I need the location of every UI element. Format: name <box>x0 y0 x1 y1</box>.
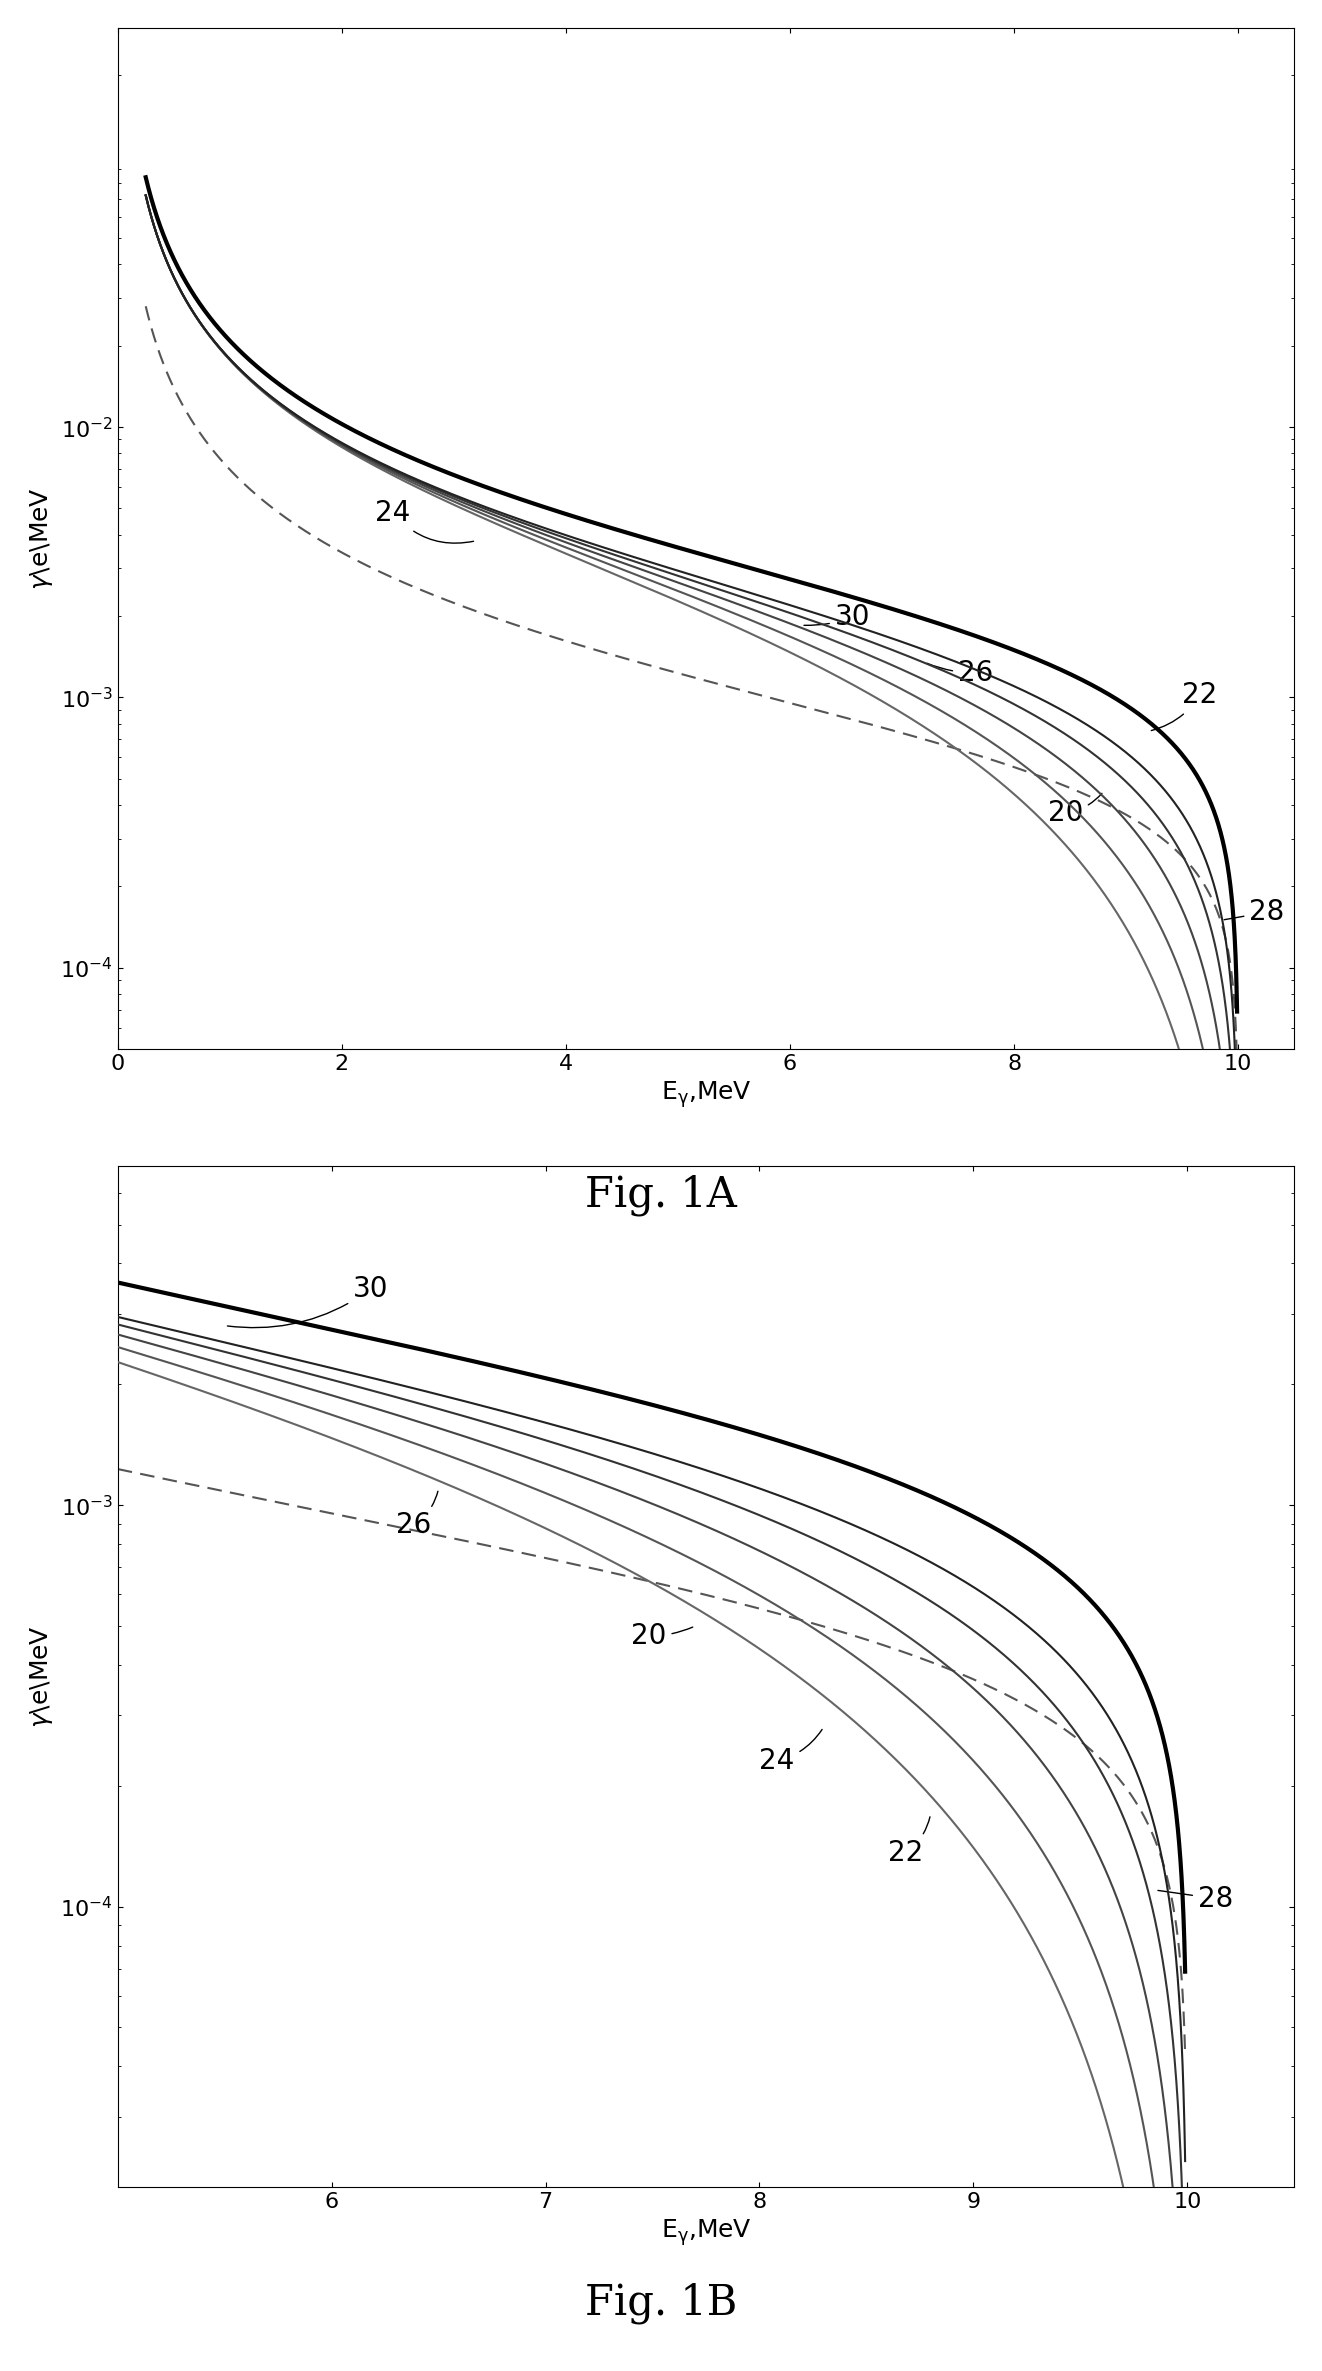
Text: 26: 26 <box>395 1491 438 1539</box>
Y-axis label: $\gamma$\e\MeV: $\gamma$\e\MeV <box>28 486 54 590</box>
Text: 22: 22 <box>888 1816 929 1866</box>
Text: 28: 28 <box>1224 899 1285 927</box>
Text: 26: 26 <box>927 659 993 688</box>
Text: 24: 24 <box>759 1728 822 1776</box>
Y-axis label: $\gamma$\e\MeV: $\gamma$\e\MeV <box>28 1624 54 1728</box>
Text: 24: 24 <box>375 498 473 543</box>
Text: 22: 22 <box>1151 680 1218 730</box>
X-axis label: E$_\mathregular{\gamma}$,MeV: E$_\mathregular{\gamma}$,MeV <box>661 1079 751 1110</box>
Text: 28: 28 <box>1158 1885 1233 1913</box>
Text: Fig. 1B: Fig. 1B <box>584 2281 738 2324</box>
Text: 20: 20 <box>631 1622 693 1650</box>
X-axis label: E$_\mathregular{\gamma}$,MeV: E$_\mathregular{\gamma}$,MeV <box>661 2217 751 2248</box>
Text: 20: 20 <box>1048 794 1103 827</box>
Text: 30: 30 <box>227 1276 389 1328</box>
Text: 30: 30 <box>804 602 870 631</box>
Text: Fig. 1A: Fig. 1A <box>586 1174 736 1216</box>
